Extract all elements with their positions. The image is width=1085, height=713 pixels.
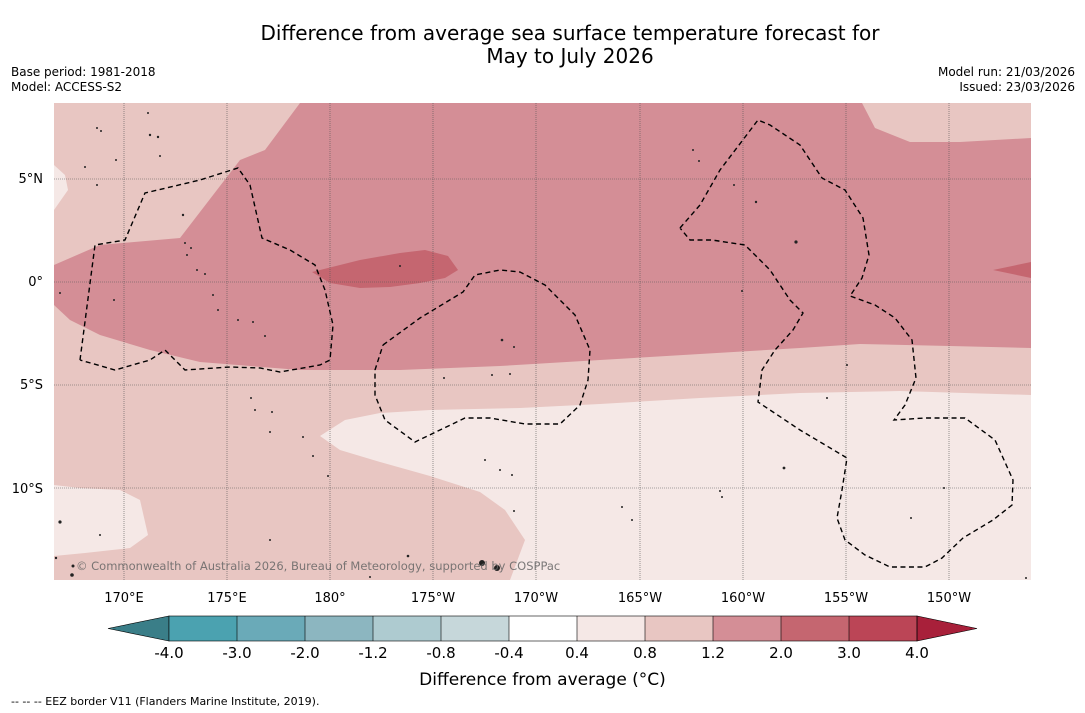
eez-legend-note: -- -- -- EEZ border V11 (Flanders Marine… bbox=[11, 695, 320, 708]
colorbar-tick-6: 0.4 bbox=[565, 644, 589, 662]
colorbar-seg-11 bbox=[849, 616, 917, 641]
model-text: Model: ACCESS-S2 bbox=[11, 80, 123, 94]
colorbar-tick-5: -0.4 bbox=[494, 644, 523, 662]
colorbar-tick-4: -0.8 bbox=[426, 644, 455, 662]
colorbar-tick-0: -4.0 bbox=[154, 644, 183, 662]
sst-field: © Commonwealth of Australia 2026, Bureau… bbox=[54, 103, 1031, 580]
colorbar-seg-8 bbox=[645, 616, 713, 641]
lon-label-170e: 170°E bbox=[104, 591, 144, 606]
field-band-2.0-3.0-east bbox=[993, 262, 1031, 278]
colorbar-seg-1 bbox=[169, 616, 237, 641]
lon-label-175e: 175°E bbox=[207, 591, 247, 606]
colorbar-tick-3: -1.2 bbox=[358, 644, 387, 662]
colorbar: -4.0 -3.0 -2.0 -1.2 -0.8 -0.4 0.4 0.8 1.… bbox=[107, 615, 978, 662]
colorbar-tick-9: 2.0 bbox=[769, 644, 793, 662]
eez-border-phoenix bbox=[374, 269, 591, 443]
lat-label-10s: 10°S bbox=[12, 482, 43, 497]
lon-label-150w: 150°W bbox=[927, 591, 971, 606]
lon-label-160w: 160°W bbox=[721, 591, 765, 606]
lon-label-165w: 165°W bbox=[618, 591, 662, 606]
eez-border-line bbox=[679, 119, 1014, 568]
eez-border-west bbox=[79, 167, 334, 373]
field-patch-left bbox=[54, 165, 68, 210]
colorbar-label: Difference from average (°C) bbox=[419, 670, 666, 690]
colorbar-ticks: -4.0 -3.0 -2.0 -1.2 -0.8 -0.4 0.4 0.8 1.… bbox=[154, 644, 929, 662]
map-title: Difference from average sea surface temp… bbox=[0, 22, 1085, 68]
colorbar-tick-11: 4.0 bbox=[905, 644, 929, 662]
lon-label-180: 180° bbox=[314, 591, 345, 606]
model-run-text: Model run: 21/03/2026 bbox=[937, 65, 1075, 79]
colorbar-seg-6 bbox=[509, 616, 577, 641]
colorbar-seg-5 bbox=[441, 616, 509, 641]
meta-left: Base period: 1981-2018 Model: ACCESS-S2 bbox=[11, 65, 156, 95]
colorbar-seg-9 bbox=[713, 616, 781, 641]
colorbar-seg-4 bbox=[373, 616, 441, 641]
colorbar-tick-2: -2.0 bbox=[290, 644, 319, 662]
field-band-2.0-3.0 bbox=[312, 250, 458, 288]
eez-borders bbox=[79, 119, 1014, 568]
title-line-1: Difference from average sea surface temp… bbox=[260, 21, 880, 45]
colorbar-seg-3 bbox=[305, 616, 373, 641]
base-period-text: Base period: 1981-2018 bbox=[11, 65, 156, 79]
colorbar-min-arrow bbox=[107, 615, 170, 642]
lon-label-175w: 175°W bbox=[411, 591, 455, 606]
lat-labels: 5°N 0° 5°S 10°S bbox=[12, 172, 43, 497]
colorbar-tick-8: 1.2 bbox=[701, 644, 725, 662]
lon-label-170w: 170°W bbox=[514, 591, 558, 606]
colorbar-tick-10: 3.0 bbox=[837, 644, 861, 662]
lon-label-155w: 155°W bbox=[824, 591, 868, 606]
lat-label-0: 0° bbox=[28, 275, 43, 290]
graticule bbox=[54, 103, 1031, 580]
lat-label-5s: 5°S bbox=[20, 378, 43, 393]
colorbar-max-arrow bbox=[916, 615, 978, 642]
islands bbox=[54, 112, 1027, 579]
issued-text: Issued: 23/03/2026 bbox=[959, 80, 1075, 94]
lat-label-5n: 5°N bbox=[19, 172, 44, 187]
field-band-1.2-2.0 bbox=[54, 103, 1031, 370]
lon-labels: 170°E 175°E 180° 175°W 170°W 165°W 160°W… bbox=[104, 591, 971, 606]
colorbar-seg-7 bbox=[577, 616, 645, 641]
title-line-2: May to July 2026 bbox=[486, 44, 654, 68]
colorbar-tick-1: -3.0 bbox=[222, 644, 251, 662]
colorbar-seg-10 bbox=[781, 616, 849, 641]
meta-right: Model run: 21/03/2026 Issued: 23/03/2026 bbox=[938, 65, 1075, 95]
copyright-text: © Commonwealth of Australia 2026, Bureau… bbox=[76, 559, 560, 573]
colorbar-seg-2 bbox=[237, 616, 305, 641]
colorbar-tick-7: 0.8 bbox=[633, 644, 657, 662]
